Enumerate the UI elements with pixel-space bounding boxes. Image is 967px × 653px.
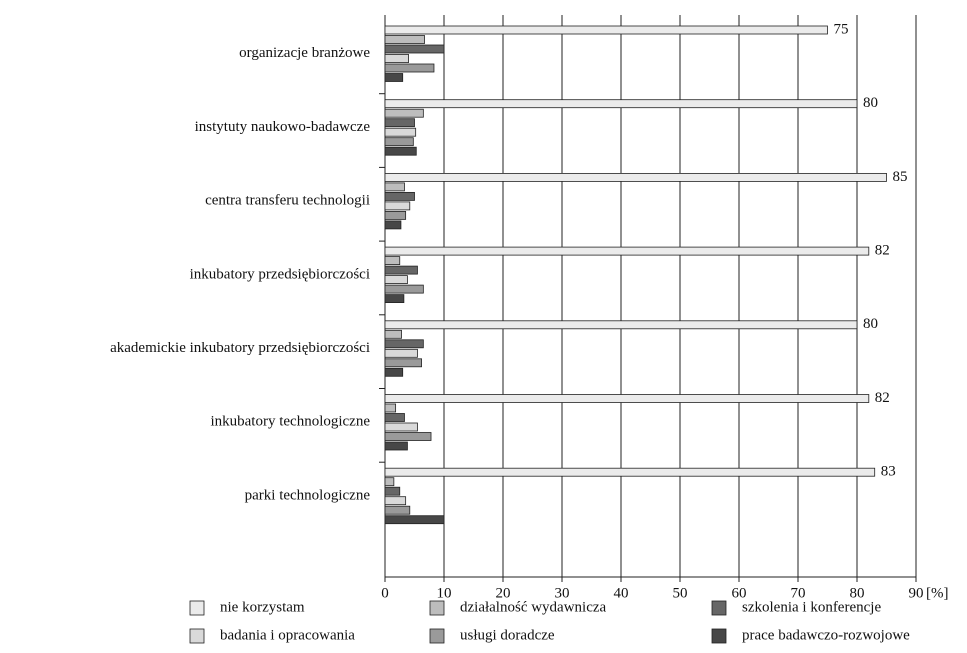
x-tick-label: 60 (732, 585, 747, 601)
legend-label: prace badawczo-rozwojowe (742, 627, 910, 643)
bar (384, 320, 858, 330)
x-tick-label: 70 (791, 585, 806, 601)
x-tick-label: 90 (909, 585, 924, 601)
bar (384, 329, 402, 339)
bar (384, 275, 408, 285)
legend-swatch (189, 600, 205, 616)
bar (384, 172, 887, 182)
x-tick-label: 10 (437, 585, 452, 601)
bar (384, 220, 402, 230)
bar (384, 358, 422, 368)
bar (384, 339, 424, 349)
bar (384, 496, 407, 506)
bar (384, 25, 828, 35)
bar (384, 127, 417, 137)
data-label: 80 (863, 95, 878, 111)
legend-swatch (711, 600, 727, 616)
bar (384, 44, 445, 54)
bar (384, 99, 858, 109)
x-tick-label: 20 (496, 585, 511, 601)
data-label: 83 (881, 464, 896, 480)
bar (384, 477, 395, 487)
bar (384, 432, 432, 441)
bar (384, 284, 424, 294)
bar (384, 35, 425, 44)
bar (384, 467, 876, 477)
y-tick-label: inkubatory technologiczne (210, 414, 370, 430)
bar (384, 422, 418, 432)
legend-swatch (189, 628, 205, 644)
bar (384, 137, 414, 147)
y-tick-label: organizacje branżowe (239, 45, 370, 61)
bar (384, 146, 417, 156)
legend-swatch (711, 628, 727, 644)
data-label: 80 (863, 316, 878, 332)
bar (384, 367, 404, 377)
data-label: 82 (875, 390, 890, 406)
legend-swatch (429, 628, 445, 644)
data-label: 75 (834, 21, 849, 37)
bar (384, 73, 404, 82)
bar (384, 108, 424, 118)
bar (384, 265, 418, 275)
bar (384, 246, 870, 256)
bar (384, 54, 410, 63)
bar (384, 63, 435, 73)
legend-label: nie korzystam (220, 599, 305, 615)
y-tick-label: akademickie inkubatory przedsiębiorczośc… (110, 340, 370, 356)
bar (384, 182, 405, 192)
bar (384, 294, 405, 304)
legend-label: usługi doradcze (460, 627, 555, 643)
data-label: 82 (875, 243, 890, 259)
y-tick-label: instytuty naukowo-badawcze (195, 119, 371, 135)
x-tick-label: 80 (850, 585, 865, 601)
x-tick-label: 50 (673, 585, 688, 601)
x-axis-label: [%] (926, 585, 949, 601)
x-tick-label: 0 (381, 585, 389, 601)
data-label: 85 (893, 169, 908, 185)
bar (384, 210, 407, 220)
bar (384, 505, 411, 515)
bar (384, 413, 405, 422)
legend-label: działalność wydawnicza (460, 599, 607, 615)
bar (384, 191, 415, 201)
x-tick-label: 30 (555, 585, 570, 601)
y-tick-label: centra transferu technologii (205, 193, 370, 209)
bar (384, 515, 445, 525)
bar (384, 441, 408, 451)
bar (384, 348, 418, 358)
y-tick-label: parki technologiczne (245, 487, 371, 503)
legend-label: szkolenia i konferencje (742, 599, 881, 615)
bar (384, 403, 397, 413)
legend-swatch (429, 600, 445, 616)
bar (384, 486, 401, 496)
legend-label: badania i opracowania (220, 627, 355, 643)
bar (384, 118, 415, 128)
bar (384, 201, 411, 211)
bar (384, 256, 401, 266)
x-tick-label: 40 (614, 585, 629, 601)
bar (384, 394, 870, 403)
y-tick-label: inkubatory przedsiębiorczości (190, 266, 370, 282)
